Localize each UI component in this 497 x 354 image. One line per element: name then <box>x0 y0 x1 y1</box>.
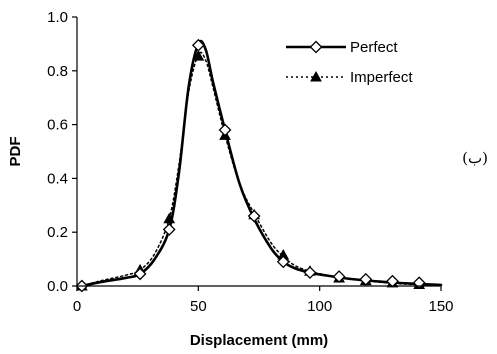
x-tick-label: 150 <box>428 298 453 315</box>
x-axis-label: Displacement (mm) <box>190 332 328 349</box>
marker-perfect <box>332 270 346 284</box>
legend-label-perfect: Perfect <box>350 39 398 56</box>
y-tick-label: 0.4 <box>47 170 68 187</box>
y-tick-label: 0.8 <box>47 63 68 80</box>
axes <box>72 16 442 291</box>
series-line-imperfect <box>81 51 442 287</box>
marker-perfect <box>191 38 205 52</box>
marker-perfect <box>359 272 373 286</box>
tick-labels: 0.0 0.2 0.4 0.6 0.8 1.0 0 50 100 150 <box>47 9 453 315</box>
y-tick-label: 0.2 <box>47 224 68 241</box>
series-line-perfect <box>80 39 443 288</box>
legend: Perfect Imperfect <box>286 39 413 86</box>
marker-perfect <box>218 123 232 137</box>
plot-markers <box>75 38 426 293</box>
marker-perfect <box>303 266 317 279</box>
legend-marker-perfect <box>309 40 323 54</box>
marker-imperfect <box>192 49 205 61</box>
marker-perfect <box>247 209 261 223</box>
x-tick-label: 50 <box>190 298 207 315</box>
x-tick-label: 100 <box>307 298 332 315</box>
marker-perfect <box>386 274 399 288</box>
marker-perfect <box>162 223 176 236</box>
y-tick-label: 1.0 <box>47 9 68 26</box>
marker-perfect <box>276 255 290 269</box>
y-axis-label: PDF <box>7 137 24 167</box>
plot-lines <box>80 39 443 288</box>
marker-perfect <box>133 267 147 281</box>
y-tick-label: 0.6 <box>47 117 68 134</box>
side-label: (ب) <box>462 149 488 167</box>
x-tick-label: 0 <box>73 298 81 315</box>
legend-marker-imperfect <box>310 70 322 82</box>
marker-imperfect <box>163 212 176 224</box>
legend-label-imperfect: Imperfect <box>350 69 413 86</box>
y-tick-label: 0.0 <box>47 278 68 295</box>
